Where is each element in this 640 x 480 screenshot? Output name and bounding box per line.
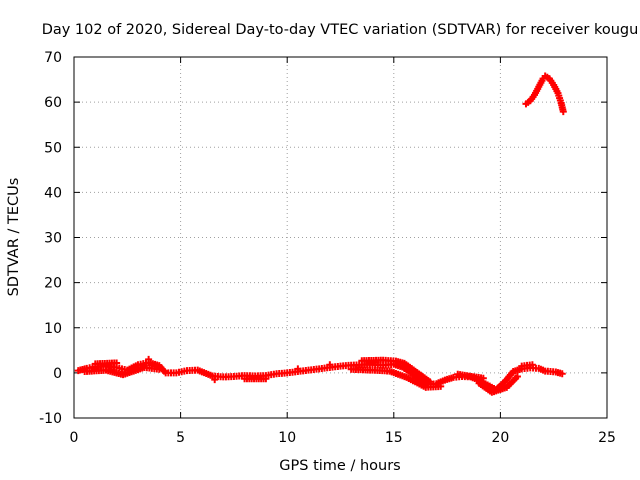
x-tick-label: 15 [385,430,403,446]
data-point [145,355,153,363]
y-tick-label: 30 [44,231,62,247]
y-tick-label: 20 [44,276,62,292]
data-point [113,359,121,367]
y-tick-label: 40 [44,185,62,201]
x-axis-label: GPS time / hours [279,458,400,474]
x-tick-label: 25 [598,430,616,446]
data-point [479,374,487,382]
data-point [155,365,163,373]
y-tick-label: 10 [44,321,62,337]
y-tick-label: -10 [39,411,62,427]
y-tick-label: 50 [44,140,62,156]
data-point [513,372,521,380]
data-point [558,370,566,378]
data-point [437,382,445,390]
x-tick-label: 5 [176,430,185,446]
data-point [294,365,302,373]
axis-ticks: 0 5 10 15 20 25 -10 0 10 20 30 40 50 60 70 [39,50,616,446]
data-point [211,376,219,384]
y-axis-label: SDTVAR / TECUs [6,178,22,297]
data-points [74,72,567,396]
data-point [326,361,334,369]
data-point [262,375,270,383]
x-tick-label: 0 [70,430,79,446]
data-point [426,378,434,386]
y-tick-label: 0 [53,366,62,382]
data-point [559,108,567,116]
x-tick-label: 10 [278,430,296,446]
y-tick-label: 70 [44,50,62,66]
y-tick-label: 60 [44,95,62,111]
chart-title: Day 102 of 2020, Sidereal Day-to-day VTE… [42,22,639,38]
data-point [528,361,536,369]
x-tick-label: 20 [491,430,509,446]
